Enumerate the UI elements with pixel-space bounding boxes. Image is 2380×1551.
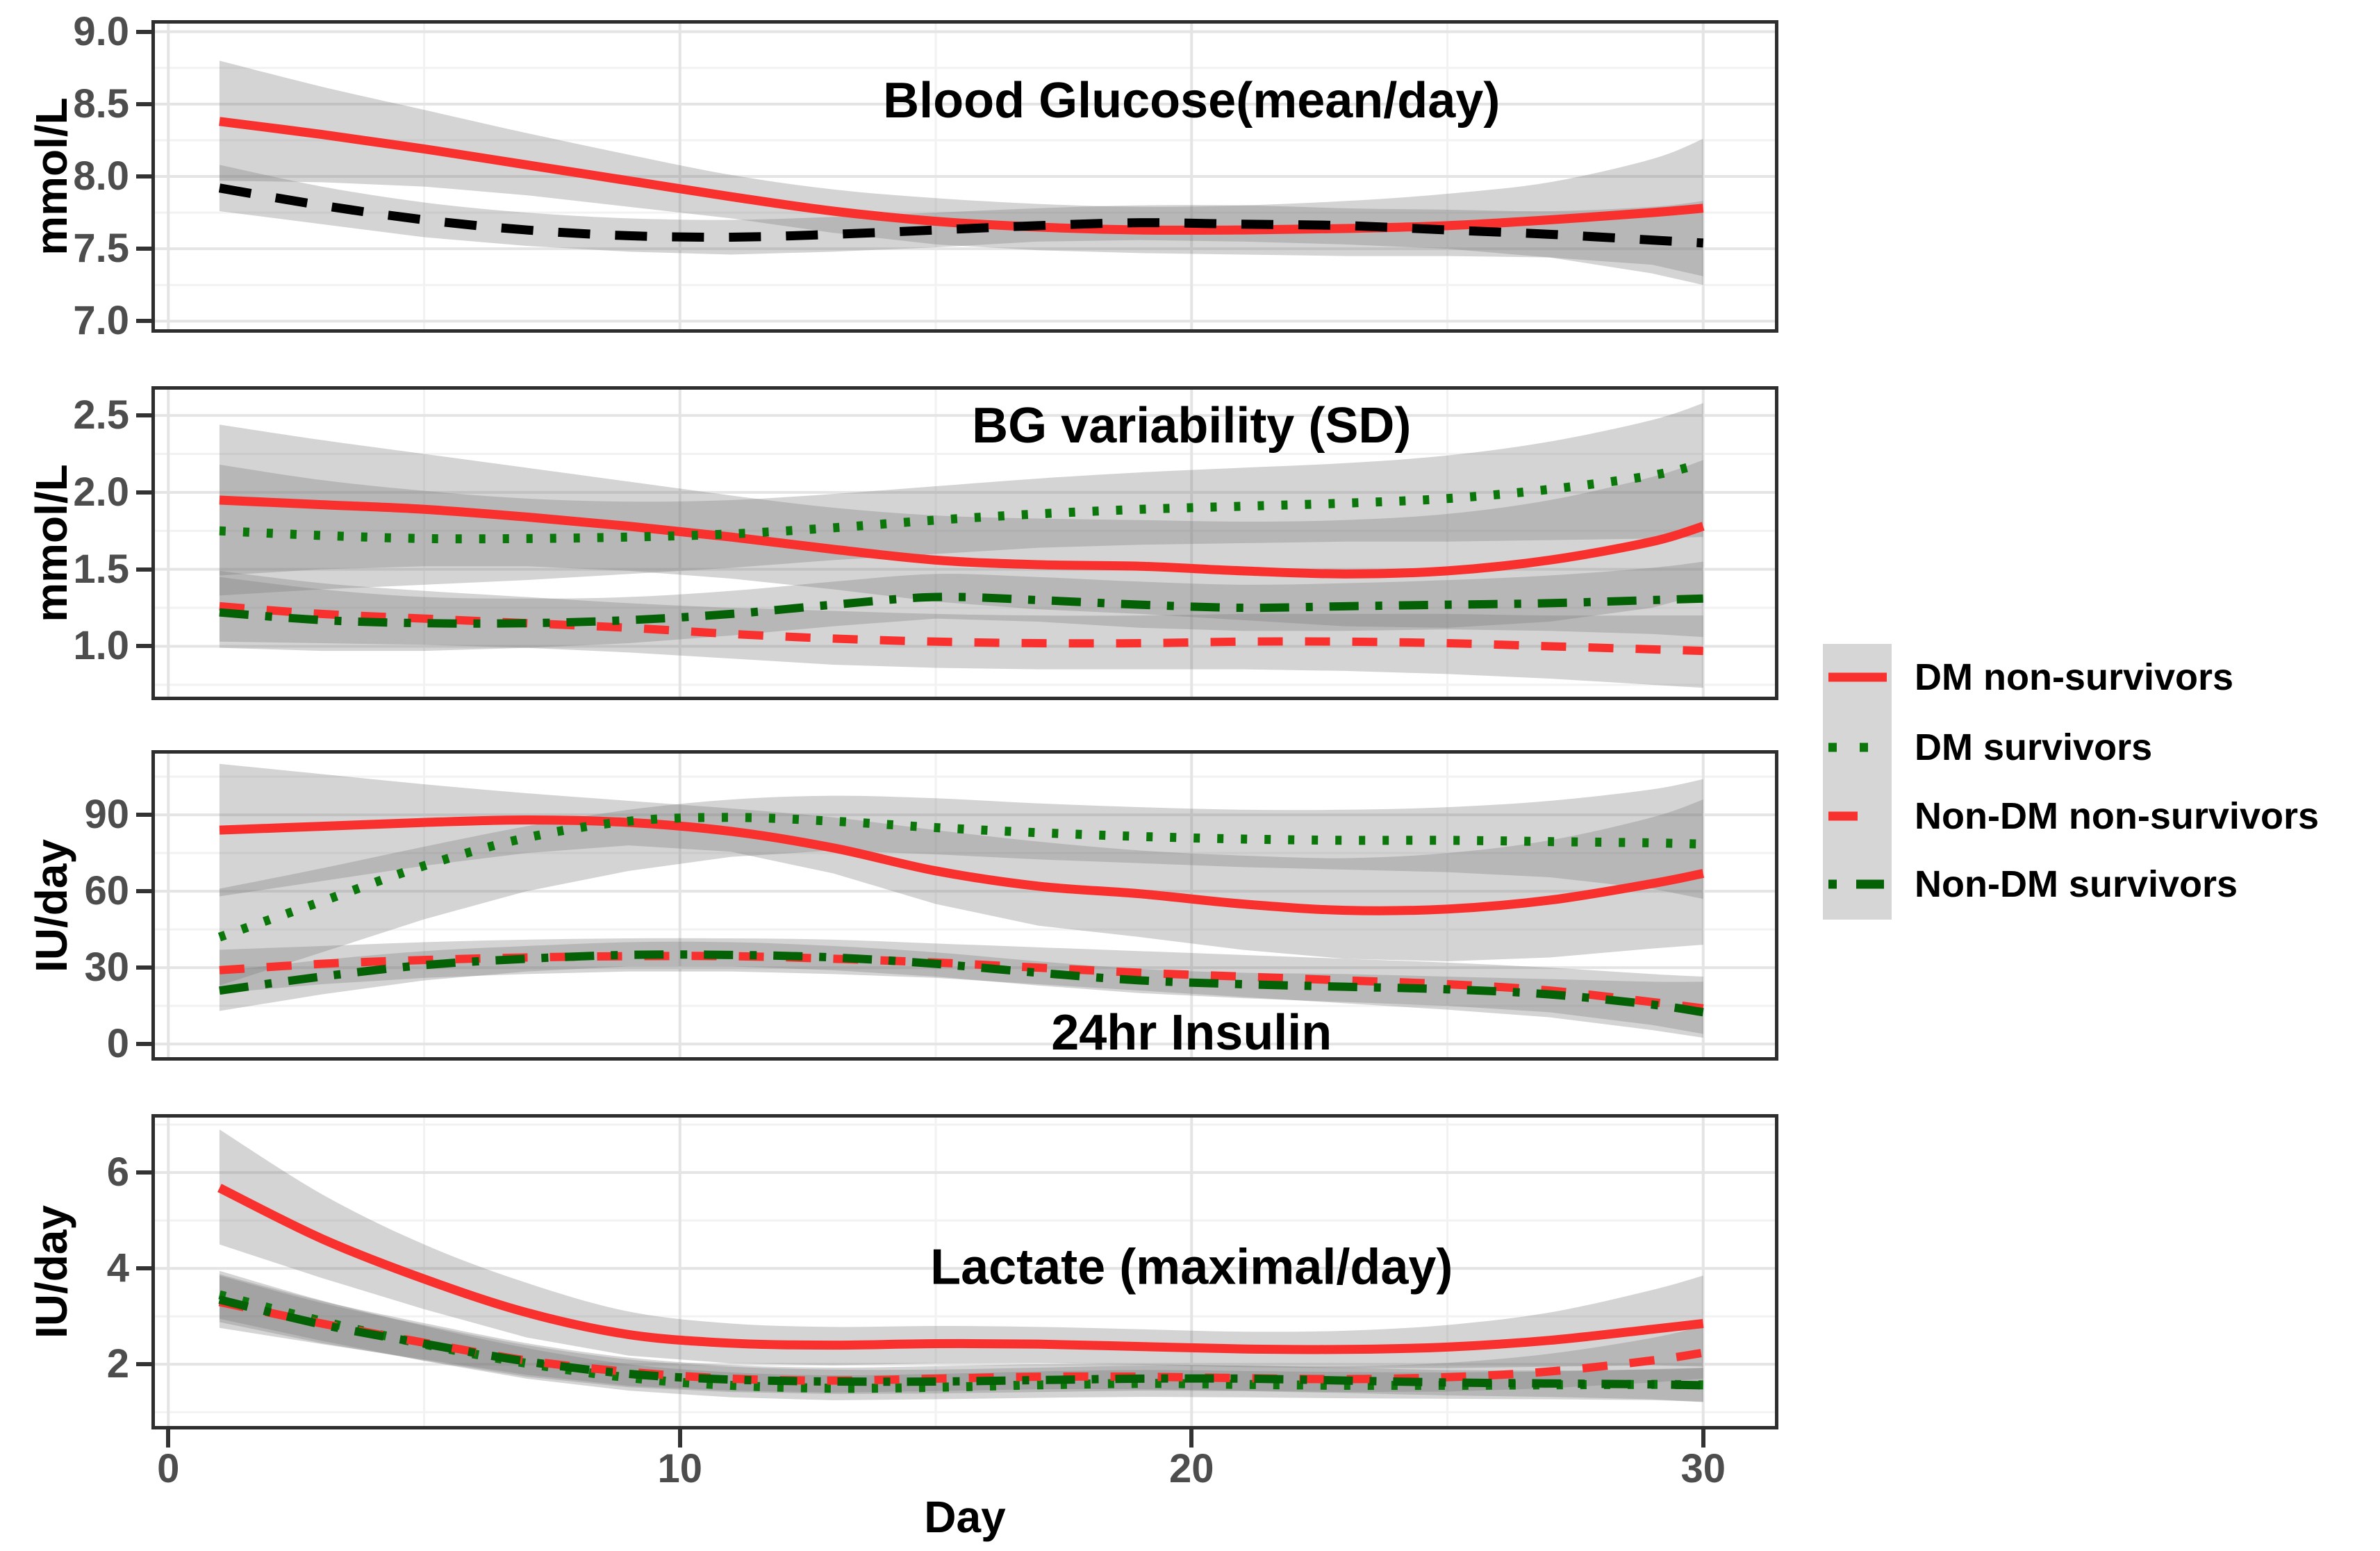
y-tick-label: 6	[106, 1150, 129, 1195]
line-non-dm-survivors	[219, 592, 1703, 628]
y-tick-mark	[136, 319, 151, 324]
line-dm-survivors	[218, 1290, 1703, 1393]
y-tick-label: 30	[84, 945, 129, 990]
x-tick-label: 20	[1168, 1446, 1214, 1491]
y-tick-mark	[136, 1042, 151, 1047]
legend-non-dm-non-survivors-key-icon	[1828, 811, 1887, 821]
panel-title-bg-variability: BG variability (SD)	[972, 398, 1411, 454]
line-dm-patients-red-solid	[219, 117, 1704, 235]
y-tick-mark	[136, 965, 151, 970]
y-tick-label: 4	[106, 1245, 129, 1291]
legend-key-background	[1823, 644, 1892, 920]
line-dm-survivors	[219, 458, 1705, 544]
x-tick-mark	[166, 1429, 171, 1448]
legend-dm-non-survivors-key-icon	[1828, 672, 1887, 682]
y-tick-mark	[136, 1266, 151, 1271]
y-tick-label: 60	[84, 868, 129, 914]
legend-dm-survivors-label: DM survivors	[1915, 727, 2153, 768]
y-tick-mark	[136, 413, 151, 418]
y-axis-title-bg-variability: mmol/L	[26, 464, 76, 622]
y-tick-label: 90	[84, 792, 129, 838]
y-tick-mark	[136, 1362, 151, 1367]
panel-title-lactate: Lactate (maximal/day)	[930, 1240, 1453, 1295]
x-tick-label: 10	[657, 1446, 703, 1491]
y-tick-mark	[136, 101, 151, 106]
x-tick-label: 30	[1680, 1446, 1726, 1491]
legend-non-dm-survivors-label: Non-DM survivors	[1915, 863, 2238, 905]
line-non-dm-non-survivors	[219, 952, 1704, 1013]
x-tick-mark	[677, 1429, 682, 1448]
y-tick-mark	[136, 644, 151, 649]
panel-title-insulin-24hr: 24hr Insulin	[1051, 1005, 1332, 1061]
y-tick-label: 7.0	[73, 298, 129, 344]
y-tick-label: 2.0	[73, 469, 129, 515]
series-lines	[217, 1184, 1704, 1393]
panel-lactate: Lactate (maximal/day)	[151, 1114, 1778, 1429]
band-non-dm-non-survivors	[219, 570, 1703, 688]
band-dm-survivors	[219, 779, 1703, 986]
x-tick-mark	[1189, 1429, 1194, 1448]
y-tick-label: 7.5	[73, 226, 129, 272]
gridlines	[151, 20, 1778, 333]
y-tick-mark	[136, 29, 151, 34]
x-tick-label: 0	[157, 1446, 180, 1491]
band-dm-survivors	[219, 403, 1703, 596]
band-non-dm-non-survivors	[219, 1274, 1703, 1393]
y-tick-label: 0	[106, 1021, 129, 1067]
legend-non-dm-survivors-key-icon	[1828, 879, 1887, 889]
panel-insulin-24hr: 24hr Insulin	[151, 750, 1778, 1061]
panel-title-blood-glucose: Blood Glucose(mean/day)	[883, 73, 1500, 128]
line-dm-survivors	[217, 813, 1703, 942]
y-tick-mark	[136, 567, 151, 572]
series-lines	[219, 458, 1705, 656]
line-non-dm-survivors	[218, 1295, 1703, 1390]
band-non-dm-non-survivors	[219, 938, 1703, 1038]
y-axis-title-lactate: IU/day	[26, 1204, 76, 1339]
gridlines	[151, 1114, 1778, 1429]
y-tick-mark	[136, 490, 151, 495]
line-non-dm-patients-black-dashed	[218, 183, 1704, 248]
y-tick-label: 2.5	[73, 392, 129, 438]
line-dm-non-survivors	[219, 815, 1705, 915]
y-tick-label: 1.0	[73, 623, 129, 669]
y-tick-mark	[136, 247, 151, 251]
band-dm-non-survivors	[219, 1129, 1703, 1368]
y-tick-mark	[136, 174, 151, 179]
gridlines	[151, 750, 1778, 1061]
line-non-dm-survivors	[219, 950, 1704, 1017]
y-tick-label: 1.5	[73, 546, 129, 592]
x-tick-mark	[1701, 1429, 1705, 1448]
y-tick-label: 8.0	[73, 154, 129, 199]
x-axis-title: Day	[924, 1492, 1006, 1542]
legend-dm-non-survivors-label: DM non-survivors	[1915, 656, 2234, 698]
band-non-dm-survivors	[219, 941, 1703, 1034]
legend-dm-survivors-key-icon	[1828, 743, 1887, 752]
y-axis-title-insulin-24hr: IU/day	[26, 838, 76, 972]
line-dm-non-survivors	[217, 1184, 1704, 1354]
series-lines	[217, 813, 1705, 1017]
y-tick-label: 9.0	[73, 8, 129, 54]
y-tick-label: 8.5	[73, 81, 129, 126]
y-tick-mark	[136, 813, 151, 818]
y-axis-title-blood-glucose: mmol/L	[26, 97, 76, 256]
panel-bg-variability: BG variability (SD)	[151, 386, 1778, 700]
band-non-dm-survivors	[219, 561, 1703, 652]
y-tick-mark	[136, 1170, 151, 1175]
line-dm-non-survivors	[219, 495, 1705, 579]
series-lines	[218, 117, 1704, 248]
band-dm-patients-red-solid	[219, 60, 1703, 276]
line-non-dm-non-survivors	[219, 602, 1703, 656]
y-tick-mark	[136, 889, 151, 894]
legend-non-dm-non-survivors-label: Non-DM non-survivors	[1915, 795, 2320, 837]
y-tick-label: 2	[106, 1341, 129, 1387]
panel-blood-glucose: Blood Glucose(mean/day)	[151, 20, 1778, 333]
